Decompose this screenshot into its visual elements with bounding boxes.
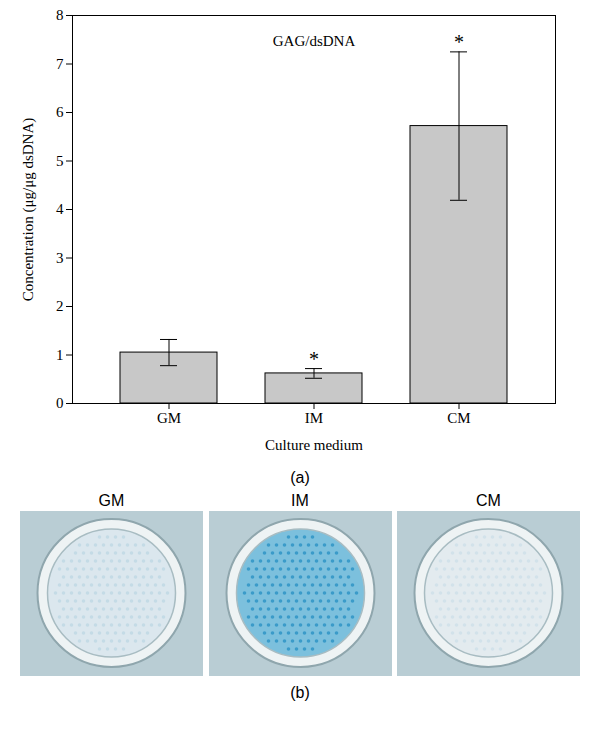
svg-text:GM: GM: [157, 410, 181, 426]
svg-text:*: *: [454, 31, 464, 53]
svg-text:Culture medium: Culture medium: [265, 437, 363, 453]
svg-text:IM: IM: [305, 410, 323, 426]
svg-text:CM: CM: [447, 410, 470, 426]
svg-text:*: *: [309, 348, 319, 370]
svg-text:8: 8: [56, 7, 64, 23]
svg-text:0: 0: [56, 395, 64, 411]
svg-text:3: 3: [56, 250, 64, 266]
svg-text:GAG/dsDNA: GAG/dsDNA: [273, 33, 356, 49]
svg-text:6: 6: [56, 104, 64, 120]
html-text:(b): (b): [290, 684, 310, 701]
svg-text:4: 4: [56, 201, 64, 217]
svg-text:Concentration (μg/μg dsDNA): Concentration (μg/μg dsDNA): [20, 118, 37, 302]
html-text:(a): (a): [290, 469, 310, 486]
svg-text:5: 5: [56, 153, 64, 169]
svg-text:1: 1: [56, 347, 64, 363]
html-text:IM: IM: [291, 492, 309, 509]
svg-text:2: 2: [56, 298, 64, 314]
svg-text:7: 7: [56, 56, 64, 72]
html-text:GM: GM: [98, 492, 125, 509]
html-text:CM: CM: [476, 492, 501, 509]
